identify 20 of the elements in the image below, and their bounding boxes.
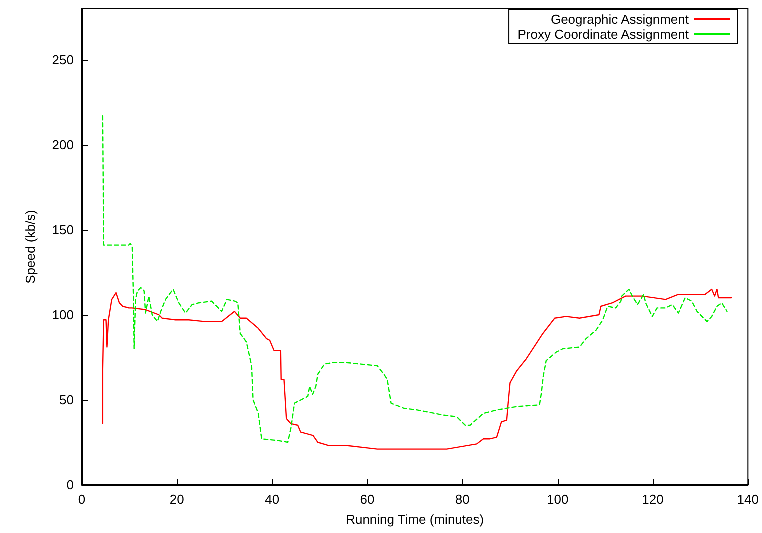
x-tick-label: 80 — [455, 492, 470, 507]
x-tick-label: 120 — [642, 492, 664, 507]
y-tick-label: 50 — [60, 392, 74, 408]
x-tick-label: 0 — [78, 492, 86, 507]
y-tick-label: 100 — [52, 308, 74, 322]
legend-label: Proxy Coordinate Assignment — [518, 27, 690, 42]
y-tick-label: 150 — [52, 222, 74, 238]
x-tick-label: 140 — [737, 492, 760, 507]
y-tick-label: 0 — [66, 478, 74, 492]
y-axis-title: Speed (kb/s) — [23, 210, 38, 284]
y-tick-label: 200 — [52, 138, 74, 152]
y-tick-label: 250 — [52, 52, 74, 68]
legend-label: Geographic Assignment — [550, 12, 690, 27]
x-tick-label: 20 — [170, 492, 184, 507]
x-axis-title: Running Time (minutes) — [346, 512, 484, 527]
x-tick-label: 40 — [265, 492, 280, 507]
x-tick-label: 100 — [546, 492, 569, 507]
x-tick-label: 60 — [360, 492, 375, 507]
line-series — [102, 288, 732, 450]
line-series — [102, 116, 728, 444]
